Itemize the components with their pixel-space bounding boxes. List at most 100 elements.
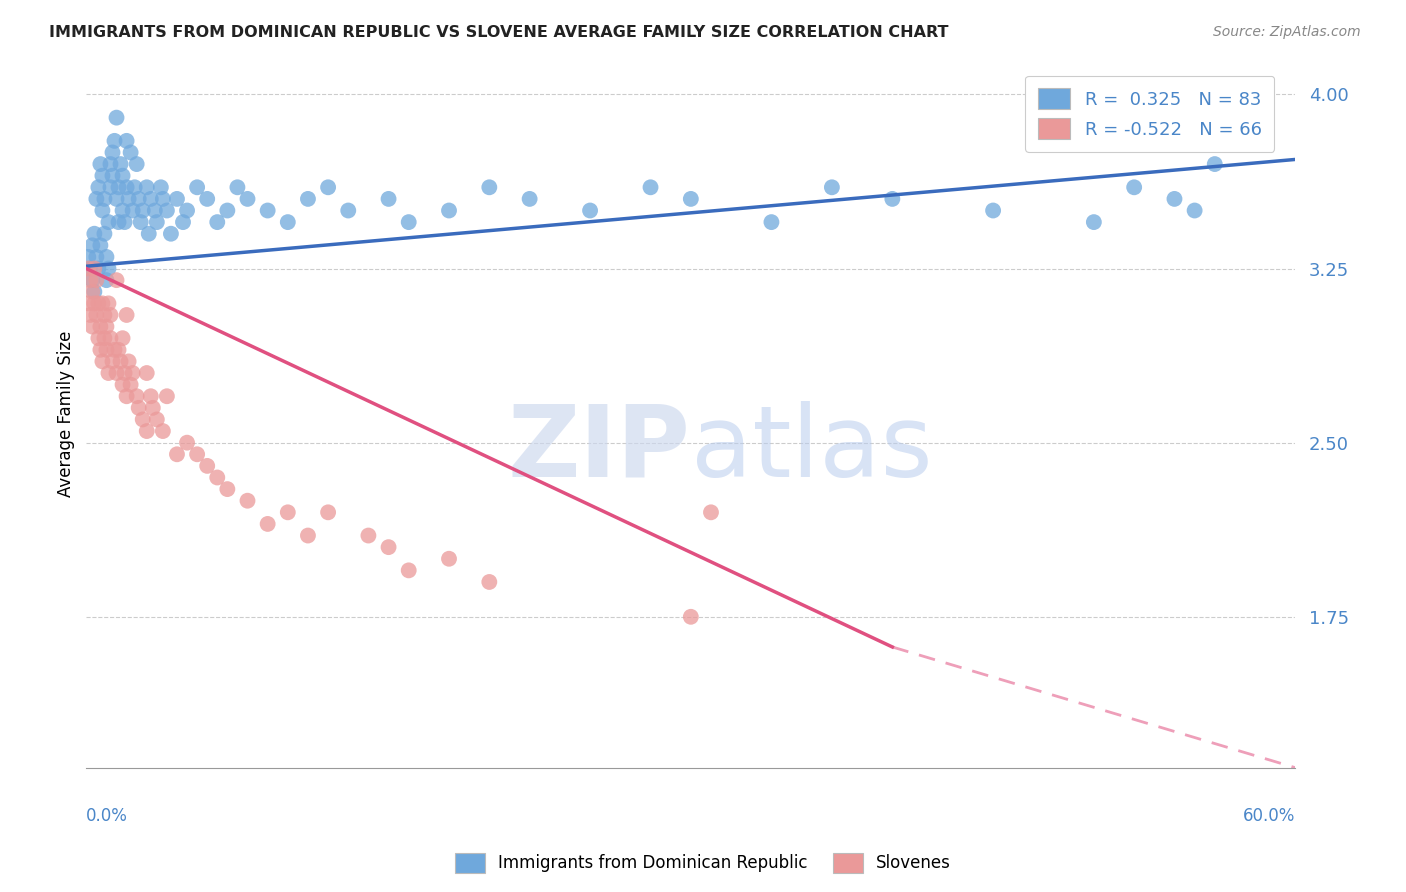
Point: [152, 424, 174, 438]
Point: [1123, 180, 1146, 194]
Point: [105, 366, 128, 380]
Point: [87, 261, 110, 276]
Point: [124, 180, 146, 194]
Point: [111, 331, 134, 345]
Point: [236, 192, 259, 206]
Point: [1204, 157, 1226, 171]
Point: [120, 377, 142, 392]
Point: [105, 192, 128, 206]
Point: [132, 412, 155, 426]
Point: [77, 296, 100, 310]
Point: [297, 192, 319, 206]
Point: [125, 389, 148, 403]
Text: Source: ZipAtlas.com: Source: ZipAtlas.com: [1213, 25, 1361, 39]
Point: [100, 308, 122, 322]
Point: [101, 169, 124, 183]
Point: [83, 285, 105, 299]
Point: [105, 111, 128, 125]
Point: [96, 343, 118, 357]
Point: [86, 308, 108, 322]
Point: [96, 273, 118, 287]
Point: [83, 296, 105, 310]
Point: [139, 389, 162, 403]
Point: [186, 180, 208, 194]
Point: [82, 238, 104, 252]
Point: [110, 354, 132, 368]
Point: [195, 192, 218, 206]
Point: [103, 134, 125, 148]
Point: [166, 192, 188, 206]
Point: [186, 447, 208, 461]
Point: [101, 145, 124, 160]
Point: [236, 493, 259, 508]
Point: [120, 145, 142, 160]
Point: [135, 366, 157, 380]
Point: [114, 366, 136, 380]
Point: [79, 308, 101, 322]
Point: [121, 203, 143, 218]
Text: 0.0%: 0.0%: [86, 806, 128, 824]
Point: [83, 261, 105, 276]
Point: [143, 203, 166, 218]
Point: [297, 528, 319, 542]
Point: [1163, 192, 1185, 206]
Point: [882, 192, 904, 206]
Point: [96, 250, 118, 264]
Point: [138, 227, 160, 241]
Point: [478, 574, 501, 589]
Point: [89, 319, 111, 334]
Point: [377, 192, 399, 206]
Text: atlas: atlas: [690, 401, 932, 498]
Point: [172, 215, 194, 229]
Point: [83, 227, 105, 241]
Text: ZIP: ZIP: [508, 401, 690, 498]
Point: [97, 261, 120, 276]
Point: [207, 470, 229, 484]
Point: [176, 203, 198, 218]
Point: [700, 505, 723, 519]
Point: [132, 203, 155, 218]
Point: [152, 192, 174, 206]
Point: [478, 180, 501, 194]
Point: [146, 215, 169, 229]
Point: [679, 192, 702, 206]
Legend: Immigrants from Dominican Republic, Slovenes: Immigrants from Dominican Republic, Slov…: [449, 847, 957, 880]
Point: [82, 285, 104, 299]
Text: 60.0%: 60.0%: [1243, 806, 1295, 824]
Point: [398, 563, 420, 577]
Point: [115, 389, 138, 403]
Point: [149, 180, 172, 194]
Point: [100, 180, 122, 194]
Point: [207, 215, 229, 229]
Point: [100, 331, 122, 345]
Point: [101, 354, 124, 368]
Point: [226, 180, 249, 194]
Point: [87, 180, 110, 194]
Point: [519, 192, 541, 206]
Point: [142, 401, 165, 415]
Point: [135, 180, 157, 194]
Point: [579, 203, 602, 218]
Point: [89, 238, 111, 252]
Point: [277, 215, 299, 229]
Point: [377, 540, 399, 554]
Point: [437, 203, 460, 218]
Point: [111, 377, 134, 392]
Point: [82, 273, 104, 287]
Point: [100, 157, 122, 171]
Point: [91, 296, 114, 310]
Point: [115, 308, 138, 322]
Point: [337, 203, 360, 218]
Point: [125, 157, 148, 171]
Point: [79, 273, 101, 287]
Point: [111, 169, 134, 183]
Point: [117, 192, 139, 206]
Point: [77, 250, 100, 264]
Point: [121, 366, 143, 380]
Point: [156, 203, 179, 218]
Point: [93, 308, 115, 322]
Point: [87, 331, 110, 345]
Point: [217, 203, 239, 218]
Point: [128, 192, 150, 206]
Point: [156, 389, 179, 403]
